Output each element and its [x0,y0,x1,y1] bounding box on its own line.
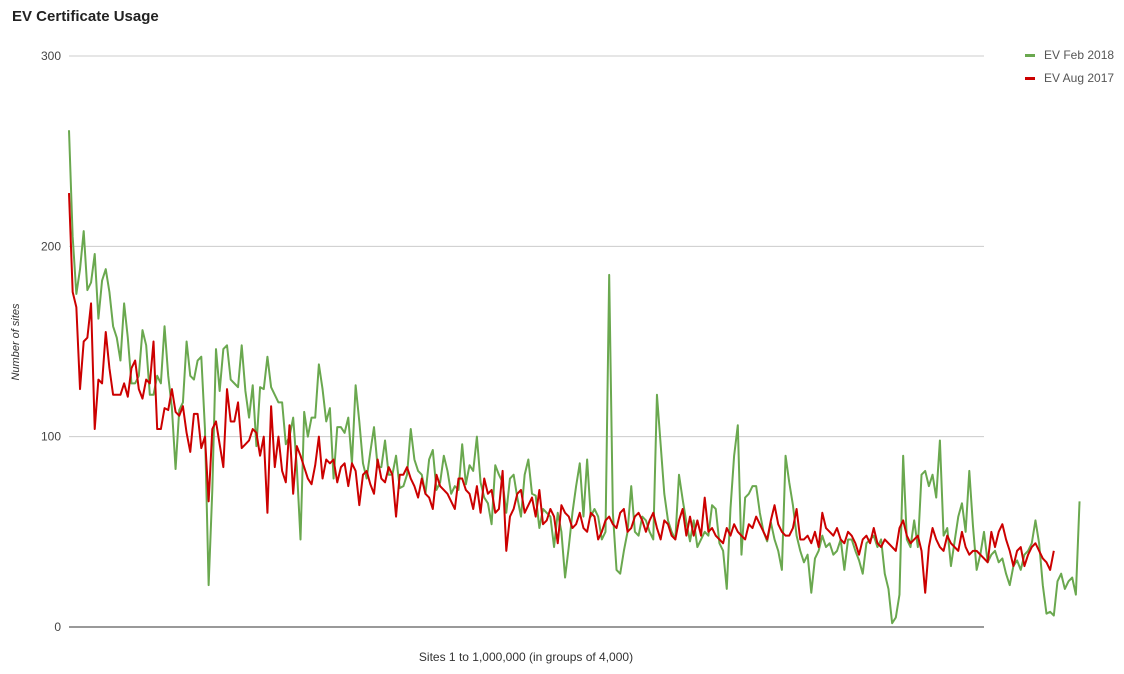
legend-swatch-feb-2018 [1025,53,1035,57]
series-lines [68,130,1081,625]
gridlines [69,55,984,438]
y-tick-label-300: 300 [41,49,61,63]
legend-item-aug-2017[interactable]: EV Aug 2017 [1025,70,1114,86]
y-tick-label-0: 0 [54,620,61,634]
y-tick-label-200: 200 [41,239,61,253]
x-axis-label: Sites 1 to 1,000,000 (in groups of 4,000… [418,650,634,664]
series-line-aug-2017[interactable] [68,193,1055,594]
y-tick-label-100: 100 [41,430,61,444]
legend-label-aug-2017: EV Aug 2017 [1044,71,1115,85]
legend: EV Feb 2018 EV Aug 2017 [1025,47,1114,93]
legend-label-feb-2018: EV Feb 2018 [1044,48,1115,62]
legend-item-feb-2018[interactable]: EV Feb 2018 [1025,47,1114,63]
legend-swatch-aug-2017 [1025,76,1035,80]
chart-title: EV Certificate Usage [12,8,159,25]
y-tick-labels: 0 100 200 300 [41,49,61,634]
y-axis-label: Number of sites [10,303,22,381]
